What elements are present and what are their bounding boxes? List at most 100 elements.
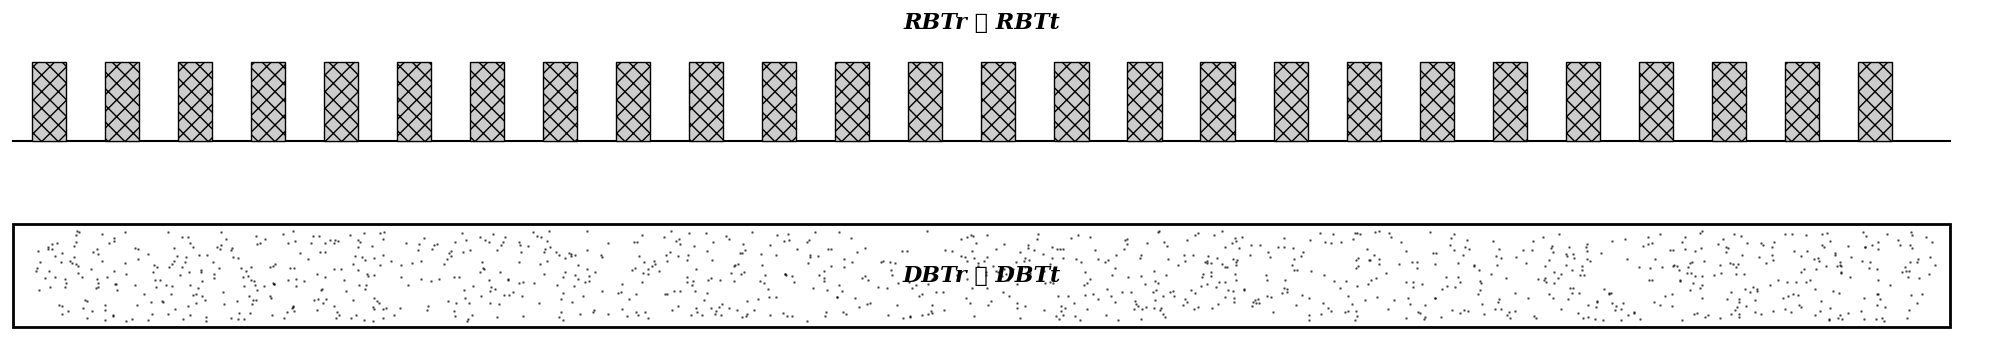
Point — [82, 280, 114, 286]
Point — [1894, 259, 1926, 265]
Point — [1341, 313, 1372, 319]
Point — [1191, 253, 1223, 259]
Bar — [1420, 62, 1454, 141]
Point — [1275, 262, 1307, 267]
Point — [22, 248, 54, 253]
Point — [1090, 260, 1121, 265]
Point — [319, 315, 351, 321]
Point — [235, 278, 267, 283]
Point — [1169, 258, 1201, 264]
Point — [1125, 253, 1157, 258]
Point — [205, 246, 237, 252]
Point — [1538, 270, 1570, 275]
Point — [371, 305, 402, 311]
Point — [1851, 233, 1882, 239]
Point — [141, 264, 173, 270]
Point — [1251, 293, 1283, 299]
Point — [369, 229, 400, 234]
Point — [498, 289, 530, 294]
Point — [1020, 236, 1052, 242]
Point — [100, 281, 131, 287]
Point — [942, 273, 974, 278]
Point — [464, 293, 496, 299]
Point — [171, 254, 203, 260]
Point — [319, 240, 351, 245]
Point — [639, 259, 671, 264]
Point — [1082, 296, 1114, 302]
Point — [432, 256, 464, 262]
Point — [753, 294, 785, 300]
Point — [1721, 304, 1753, 309]
Point — [438, 313, 470, 319]
Point — [504, 239, 536, 245]
Point — [1002, 306, 1034, 311]
Point — [181, 286, 213, 291]
Point — [410, 307, 442, 313]
Point — [1510, 261, 1542, 266]
Point — [177, 244, 209, 250]
Point — [173, 270, 205, 275]
Point — [1745, 240, 1777, 246]
Point — [1137, 268, 1169, 273]
Point — [1074, 276, 1106, 282]
Point — [1807, 231, 1839, 236]
Point — [1315, 240, 1347, 246]
Point — [719, 263, 751, 268]
Point — [1167, 302, 1199, 308]
Point — [207, 301, 239, 307]
Point — [1219, 259, 1251, 264]
Point — [1438, 247, 1470, 253]
Point — [916, 311, 948, 316]
Point — [1709, 244, 1741, 250]
Point — [1333, 308, 1365, 314]
Point — [731, 312, 763, 317]
Point — [1285, 254, 1317, 259]
Point — [392, 282, 424, 288]
Point — [1729, 272, 1761, 277]
Point — [315, 237, 347, 243]
Point — [325, 266, 357, 272]
Point — [586, 288, 618, 294]
Point — [956, 233, 988, 239]
Point — [821, 295, 853, 300]
Point — [1896, 232, 1928, 238]
Bar — [544, 62, 578, 141]
Point — [695, 306, 727, 311]
Point — [1269, 278, 1301, 283]
Point — [655, 307, 687, 313]
Point — [620, 266, 651, 271]
Point — [1145, 306, 1177, 311]
Point — [46, 303, 78, 309]
Point — [227, 274, 259, 280]
Point — [677, 278, 709, 284]
Point — [1480, 253, 1512, 258]
Point — [882, 280, 914, 286]
Point — [1396, 260, 1428, 265]
Point — [793, 238, 825, 243]
Point — [1400, 259, 1432, 265]
Point — [1181, 304, 1213, 310]
Point — [299, 297, 331, 302]
Point — [1036, 255, 1068, 260]
Point — [570, 266, 602, 272]
Point — [1243, 242, 1275, 248]
Point — [1281, 268, 1313, 273]
Point — [1506, 247, 1538, 253]
Point — [681, 305, 713, 310]
Point — [528, 249, 560, 255]
Point — [962, 260, 994, 266]
Point — [151, 311, 183, 317]
Point — [287, 279, 319, 284]
Point — [1550, 262, 1582, 267]
Point — [1868, 304, 1900, 310]
Point — [1195, 273, 1227, 279]
Point — [1466, 302, 1498, 307]
Point — [161, 253, 193, 259]
Point — [1139, 278, 1171, 284]
Point — [98, 235, 129, 240]
Point — [655, 228, 687, 234]
Bar — [616, 62, 649, 141]
Point — [1129, 304, 1161, 309]
Point — [1554, 245, 1586, 250]
Point — [1685, 286, 1717, 291]
